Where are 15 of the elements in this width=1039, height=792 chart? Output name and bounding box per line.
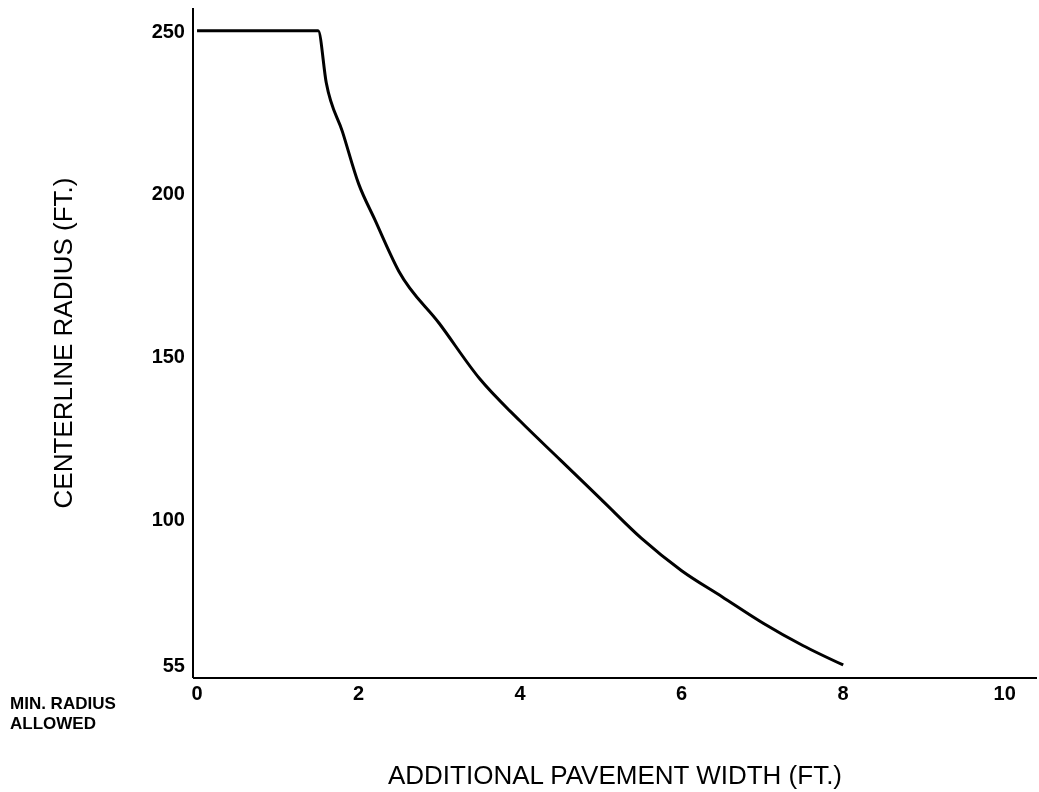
y-axis-title: CENTERLINE RADIUS (FT.) [48,177,79,509]
line-series [195,29,845,667]
x-tick-label: 6 [676,682,688,705]
x-tick-label: 10 [993,682,1016,705]
x-tick-label: 2 [353,682,365,705]
y-tick-label: 100 [151,507,185,530]
y-tick-label: 250 [151,19,185,42]
text: MIN. RADIUS ALLOWED [10,694,117,734]
x-tick-label: 8 [837,682,849,705]
x-tick-label: 0 [191,682,203,705]
y-tick-label: 150 [151,345,185,368]
x-tick-label: 4 [514,682,527,705]
y-tick-label: 200 [151,182,185,205]
x-axis-title: ADDITIONAL PAVEMENT WIDTH (FT.) [387,760,843,790]
y-tick-label: 55 [162,654,185,677]
